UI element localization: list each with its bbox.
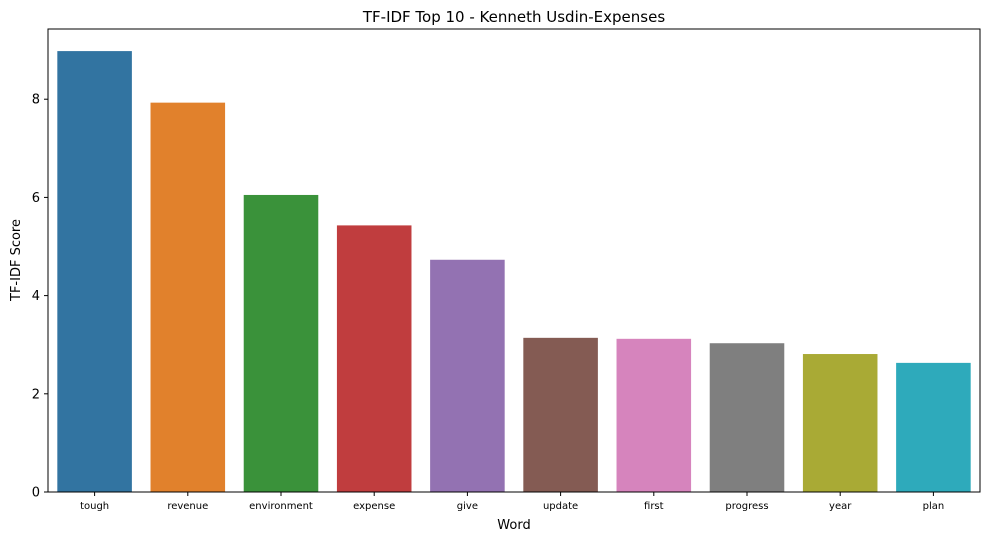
bar-revenue [150,102,226,492]
bar-progress [709,343,785,492]
bar-expense [336,225,412,493]
bars-group [57,51,971,493]
bar-environment [243,194,319,492]
y-axis-label: TF-IDF Score [9,219,24,302]
bar-first [616,338,692,492]
y-ticks: 0 2 4 6 8 [32,93,48,501]
x-tick-label: expense [353,501,395,512]
x-tick-label: environment [249,501,313,512]
x-axis-label: Word [497,518,530,533]
x-tick-label: update [543,501,578,512]
x-tick-label: progress [725,501,768,512]
y-tick-label: 2 [32,387,40,402]
y-tick-label: 8 [32,93,40,108]
y-tick-label: 4 [32,289,40,304]
y-tick-label: 0 [32,486,40,501]
x-tick-label: plan [923,501,945,512]
x-tick-label: give [457,501,478,512]
bar-plan [896,362,971,492]
bar-give [430,259,505,492]
bar-update [523,337,598,492]
x-ticks: tough revenue environment expense give update… [80,492,944,512]
x-tick-label: tough [80,501,109,512]
plot-frame [47,28,981,493]
bar-year [802,354,878,492]
x-tick-label: first [644,501,664,512]
bar-tough [57,51,132,492]
y-tick-label: 6 [32,191,40,206]
chart-title: TF-IDF Top 10 - Kenneth Usdin-Expenses [362,8,665,26]
x-tick-label: revenue [167,501,208,512]
x-tick-label: year [829,501,852,512]
